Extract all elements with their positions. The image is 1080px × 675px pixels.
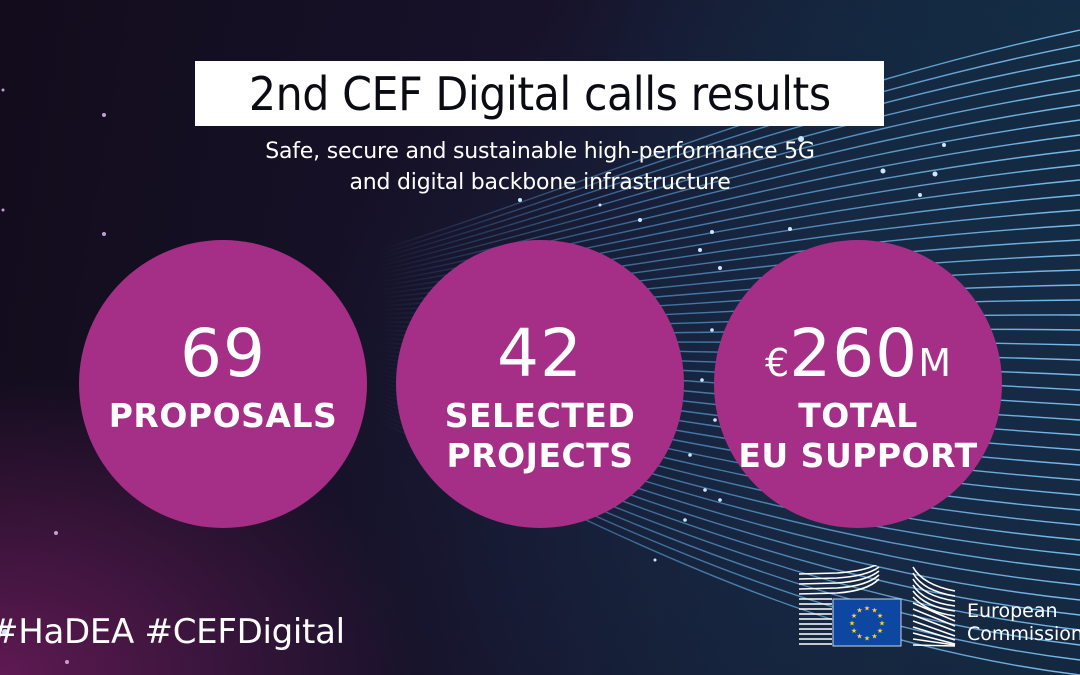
svg-text:★: ★ — [877, 612, 883, 620]
stat-label-line: TOTAL — [798, 396, 918, 435]
subtitle-line-2: and digital backbone infrastructure — [349, 170, 731, 195]
hashtags: #HaDEA #CEFDigital — [0, 612, 345, 652]
stat-label: PROPOSALS — [79, 396, 367, 436]
svg-text:★: ★ — [851, 627, 857, 635]
stat-label-line: SELECTED — [444, 396, 636, 435]
subtitle: Safe, secure and sustainable high-perfor… — [180, 136, 900, 198]
stat-number: 69 — [180, 315, 266, 392]
stat-number: 260 — [789, 315, 919, 392]
stat-label-line: PROJECTS — [446, 436, 634, 475]
stat-label-line: PROPOSALS — [108, 396, 338, 435]
stat-label: TOTAL EU SUPPORT — [714, 396, 1002, 476]
european-commission-wordmark: European Commission — [967, 600, 1080, 646]
stat-value: €260M — [714, 316, 1002, 401]
wordmark-line-1: European — [967, 600, 1058, 622]
stat-circle-total-eu-support: €260M TOTAL EU SUPPORT — [714, 240, 1002, 528]
svg-text:★: ★ — [851, 612, 857, 620]
stat-label-line: EU SUPPORT — [738, 436, 978, 475]
svg-text:★: ★ — [864, 635, 870, 643]
stat-value: 42 — [396, 316, 684, 392]
currency-symbol: € — [765, 341, 790, 385]
stat-circle-selected-projects: 42 SELECTED PROJECTS — [396, 240, 684, 528]
svg-text:★: ★ — [856, 633, 862, 641]
page-title: 2nd CEF Digital calls results — [248, 66, 831, 121]
svg-text:★: ★ — [871, 633, 877, 641]
svg-text:★: ★ — [879, 620, 885, 628]
stat-value: 69 — [79, 316, 367, 392]
svg-text:★: ★ — [864, 605, 870, 613]
svg-text:★: ★ — [871, 607, 877, 615]
svg-text:★: ★ — [856, 607, 862, 615]
stat-number: 42 — [497, 315, 583, 392]
svg-text:★: ★ — [877, 627, 883, 635]
stat-circle-proposals: 69 PROPOSALS — [79, 240, 367, 528]
european-commission-logo-icon: ★ ★ ★ ★ ★ ★ ★ ★ ★ ★ ★ ★ — [798, 565, 956, 647]
unit-suffix: M — [918, 341, 951, 385]
wordmark-line-2: Commission — [967, 623, 1080, 645]
title-banner: 2nd CEF Digital calls results — [195, 61, 884, 126]
svg-text:★: ★ — [849, 620, 855, 628]
subtitle-line-1: Safe, secure and sustainable high-perfor… — [265, 139, 815, 164]
stat-label: SELECTED PROJECTS — [396, 396, 684, 476]
